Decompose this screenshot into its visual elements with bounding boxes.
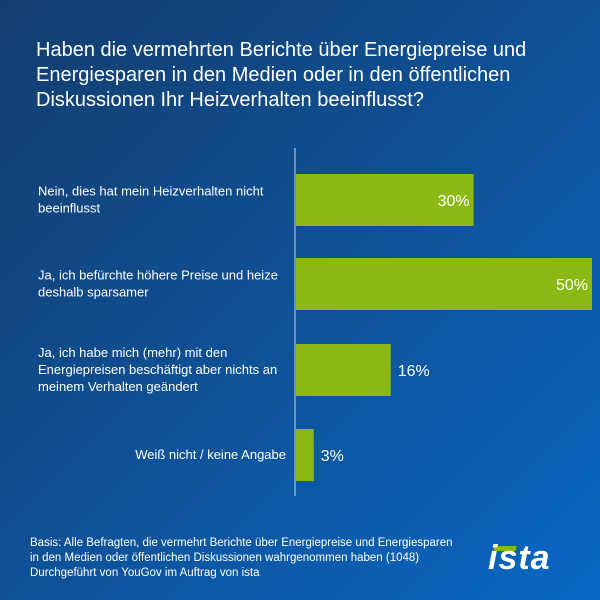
value-label-1: 30% [438, 193, 470, 210]
ista-logo: ista [488, 539, 551, 577]
value-label-2: 50% [556, 277, 588, 294]
value-label-4: 3% [321, 448, 344, 465]
bar-3 [296, 344, 391, 396]
category-label-3: Ja, ich habe mich (mehr) mit den Energiep… [38, 345, 277, 394]
category-label-2: Ja, ich befürchte höhere Preise und heiz… [38, 268, 278, 300]
category-label-1: Nein, dies hat mein Heizverhalten nicht b… [38, 184, 264, 216]
footnote-line-basis: Basis: Alle Befragten, die vermehrt Beri… [30, 537, 453, 549]
footnote-line-sample: in den Medien oder öffentlichen Diskussi… [30, 552, 420, 564]
footnote: Basis: Alle Befragten, die vermehrt Beri… [30, 536, 470, 581]
chart-question-title: Haben die vermehrten Berichte über Energ… [36, 39, 527, 111]
bar-4 [296, 429, 314, 481]
category-label-4: Weiß nicht / keine Angabe [135, 447, 286, 462]
bar-2 [296, 258, 592, 310]
bar-1 [296, 174, 474, 226]
value-label-3: 16% [398, 363, 430, 380]
footnote-line-source: Durchgeführt von YouGov im Auftrag von i… [30, 567, 260, 579]
